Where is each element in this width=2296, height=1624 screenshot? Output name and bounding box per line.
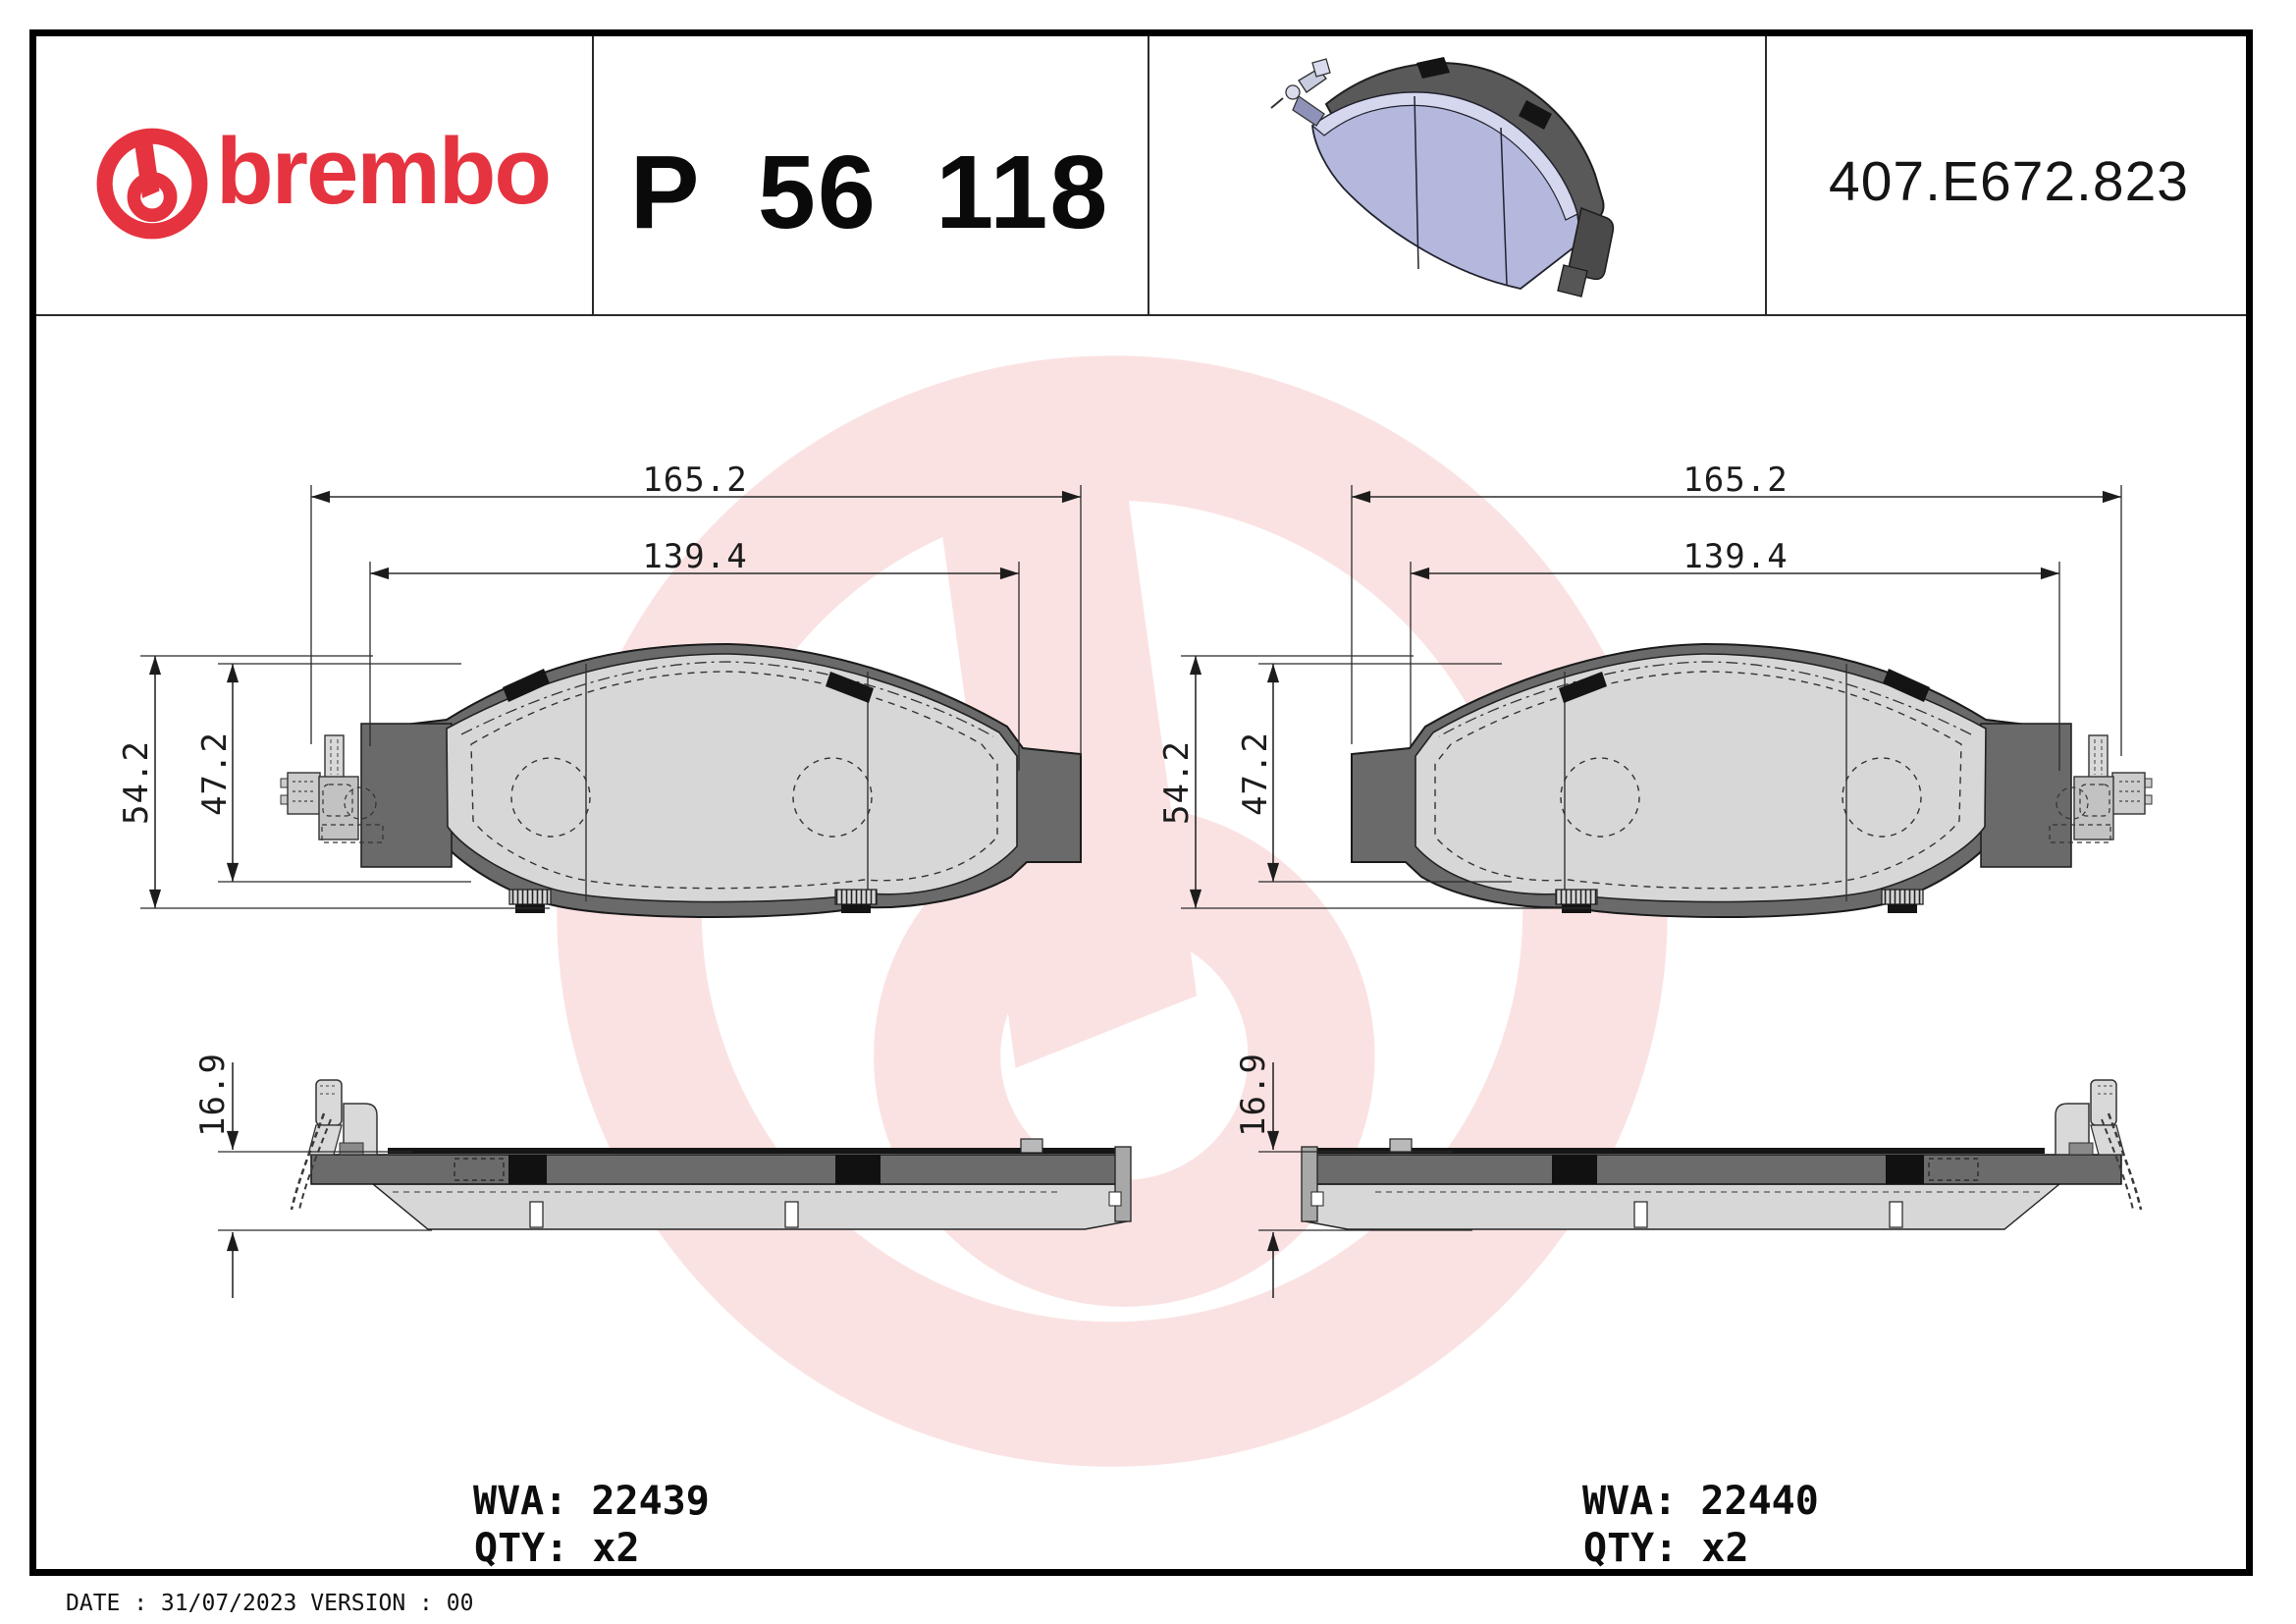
reference-number: 407.E672.823	[1829, 150, 2189, 213]
part-number: P 56 118	[629, 135, 1110, 250]
header-bottom-rule	[36, 314, 2246, 316]
brand-wordmark: brembo	[216, 119, 552, 224]
left-dim-width-outer: 165.2	[642, 460, 747, 500]
header-divider-3	[1765, 36, 1767, 314]
left-wva-label: WVA: 22439	[473, 1479, 710, 1524]
brembo-roundel-icon	[96, 128, 208, 240]
footer-note: DATE : 31/07/2023 VERSION : 00	[66, 1591, 473, 1616]
right-dim-thickness: 16.9	[1234, 1053, 1273, 1137]
left-dim-height-inner: 47.2	[195, 731, 235, 816]
right-qty-label: QTY: x2	[1583, 1526, 1749, 1571]
brake-pad-3d-render	[1270, 57, 1615, 298]
right-drawing-dimensions: 165.2 139.4 54.2 47.2 16.9	[1157, 460, 2122, 1298]
left-drawing-dimensions: 165.2 139.4 54.2 47.2 16.9	[117, 460, 1082, 1298]
right-dim-height-outer: 54.2	[1157, 740, 1197, 825]
left-qty-label: QTY: x2	[474, 1526, 640, 1571]
header-divider-1	[592, 36, 594, 314]
header-divider-2	[1148, 36, 1149, 314]
left-dim-width-inner: 139.4	[642, 537, 747, 576]
right-dim-width-inner: 139.4	[1682, 537, 1788, 576]
left-dim-thickness: 16.9	[193, 1053, 233, 1137]
left-dim-height-outer: 54.2	[117, 740, 156, 825]
page-border-frame	[29, 29, 2253, 1576]
right-dim-width-outer: 165.2	[1682, 460, 1788, 500]
right-wva-label: WVA: 22440	[1582, 1479, 1819, 1524]
right-dim-height-inner: 47.2	[1236, 731, 1275, 816]
